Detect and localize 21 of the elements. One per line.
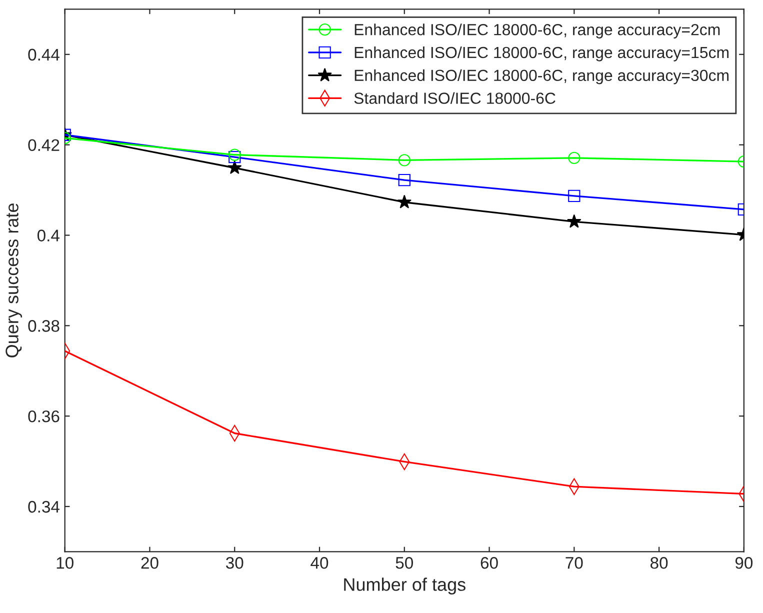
x-tick-label: 50 — [396, 557, 414, 569]
x-tick-label: 30 — [226, 557, 244, 569]
legend-label: Enhanced ISO/IEC 18000-6C, range accuracy=2cm — [354, 24, 720, 38]
y-tick-label: 0.38 — [28, 320, 60, 332]
legend-label: Enhanced ISO/IEC 18000-6C, range accuracy=30cm — [354, 69, 729, 84]
x-tick-label: 60 — [480, 557, 498, 569]
legend-label: Enhanced ISO/IEC 18000-6C, range accuracy=15cm — [354, 46, 729, 62]
x-tick-label: 80 — [650, 557, 668, 569]
y-tick-label: 0.36 — [28, 410, 60, 422]
y-tick-label: 0.44 — [28, 48, 60, 61]
x-tick-label: 40 — [310, 557, 328, 569]
x-tick-label: 70 — [566, 557, 583, 569]
y-tick-label: 0.42 — [28, 139, 60, 152]
x-tick-label: 90 — [735, 557, 753, 569]
legend-label: Standard ISO/IEC 18000-6C — [354, 92, 556, 104]
x-tick-label: 20 — [141, 557, 158, 569]
x-tick-label: 10 — [56, 557, 74, 569]
y-axis-title: Query success rate — [6, 203, 22, 358]
x-axis-title: Number of tags — [344, 578, 466, 594]
y-tick-label: 0.4 — [37, 230, 60, 242]
y-tick-label: 0.34 — [28, 500, 60, 513]
